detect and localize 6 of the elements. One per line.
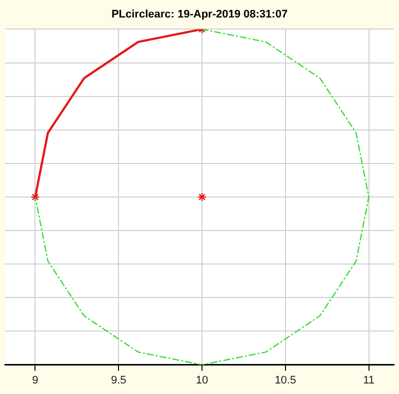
x-tick-label: 10.5 xyxy=(274,374,296,386)
x-tick-label: 9.5 xyxy=(110,374,126,386)
x-tick-label: 11 xyxy=(363,374,374,386)
x-tick-label: 9 xyxy=(32,374,38,386)
x-tick-label: 10 xyxy=(196,374,208,386)
chart-title: PLcirclearc: 19-Apr-2019 08:31:07 xyxy=(111,8,288,21)
